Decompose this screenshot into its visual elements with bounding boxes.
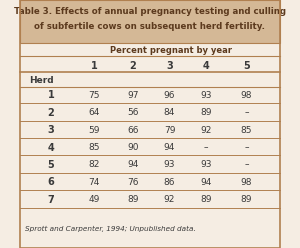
Text: 64: 64 — [88, 108, 100, 117]
Text: 86: 86 — [164, 178, 175, 187]
Text: 96: 96 — [164, 91, 175, 100]
Text: 3: 3 — [166, 61, 173, 71]
Text: Herd: Herd — [29, 76, 53, 85]
Text: Sprott and Carpenter, 1994; Unpublished data.: Sprott and Carpenter, 1994; Unpublished … — [25, 226, 196, 232]
Text: 94: 94 — [200, 178, 212, 187]
Text: –: – — [204, 143, 208, 152]
Text: 89: 89 — [200, 108, 212, 117]
Text: –: – — [244, 143, 249, 152]
Text: Table 3. Effects of annual pregnancy testing and culling: Table 3. Effects of annual pregnancy tes… — [14, 7, 286, 16]
Text: 94: 94 — [164, 143, 175, 152]
Text: 84: 84 — [164, 108, 175, 117]
Text: 1: 1 — [91, 61, 98, 71]
Text: 94: 94 — [128, 160, 139, 169]
Text: 2: 2 — [130, 61, 136, 71]
Text: 76: 76 — [127, 178, 139, 187]
Text: 92: 92 — [200, 126, 212, 135]
Text: 90: 90 — [127, 143, 139, 152]
Text: 5: 5 — [243, 61, 250, 71]
Text: 98: 98 — [241, 91, 252, 100]
Text: 75: 75 — [88, 91, 100, 100]
Text: 85: 85 — [88, 143, 100, 152]
Text: 89: 89 — [241, 195, 252, 204]
Text: 5: 5 — [48, 160, 54, 170]
Text: of subfertile cows on subsequent herd fertility.: of subfertile cows on subsequent herd fe… — [34, 22, 266, 31]
Text: 4: 4 — [48, 143, 54, 153]
Text: 97: 97 — [127, 91, 139, 100]
Text: Percent pregnant by year: Percent pregnant by year — [110, 46, 232, 55]
Text: 2: 2 — [48, 108, 54, 118]
Text: 7: 7 — [48, 195, 54, 205]
Text: 3: 3 — [48, 125, 54, 135]
Text: 93: 93 — [164, 160, 175, 169]
Text: 74: 74 — [88, 178, 100, 187]
Text: 93: 93 — [200, 160, 212, 169]
Text: –: – — [244, 108, 249, 117]
Text: 49: 49 — [88, 195, 100, 204]
Text: 66: 66 — [127, 126, 139, 135]
Text: 79: 79 — [164, 126, 175, 135]
Text: –: – — [244, 160, 249, 169]
Text: 56: 56 — [127, 108, 139, 117]
Text: 92: 92 — [164, 195, 175, 204]
Text: 85: 85 — [241, 126, 252, 135]
Text: 89: 89 — [127, 195, 139, 204]
Text: 82: 82 — [88, 160, 100, 169]
Text: 6: 6 — [48, 177, 54, 187]
FancyBboxPatch shape — [20, 0, 280, 43]
Text: 98: 98 — [241, 178, 252, 187]
Text: 1: 1 — [48, 91, 54, 100]
Text: 4: 4 — [202, 61, 209, 71]
Text: 89: 89 — [200, 195, 212, 204]
Text: 93: 93 — [200, 91, 212, 100]
Text: 59: 59 — [88, 126, 100, 135]
